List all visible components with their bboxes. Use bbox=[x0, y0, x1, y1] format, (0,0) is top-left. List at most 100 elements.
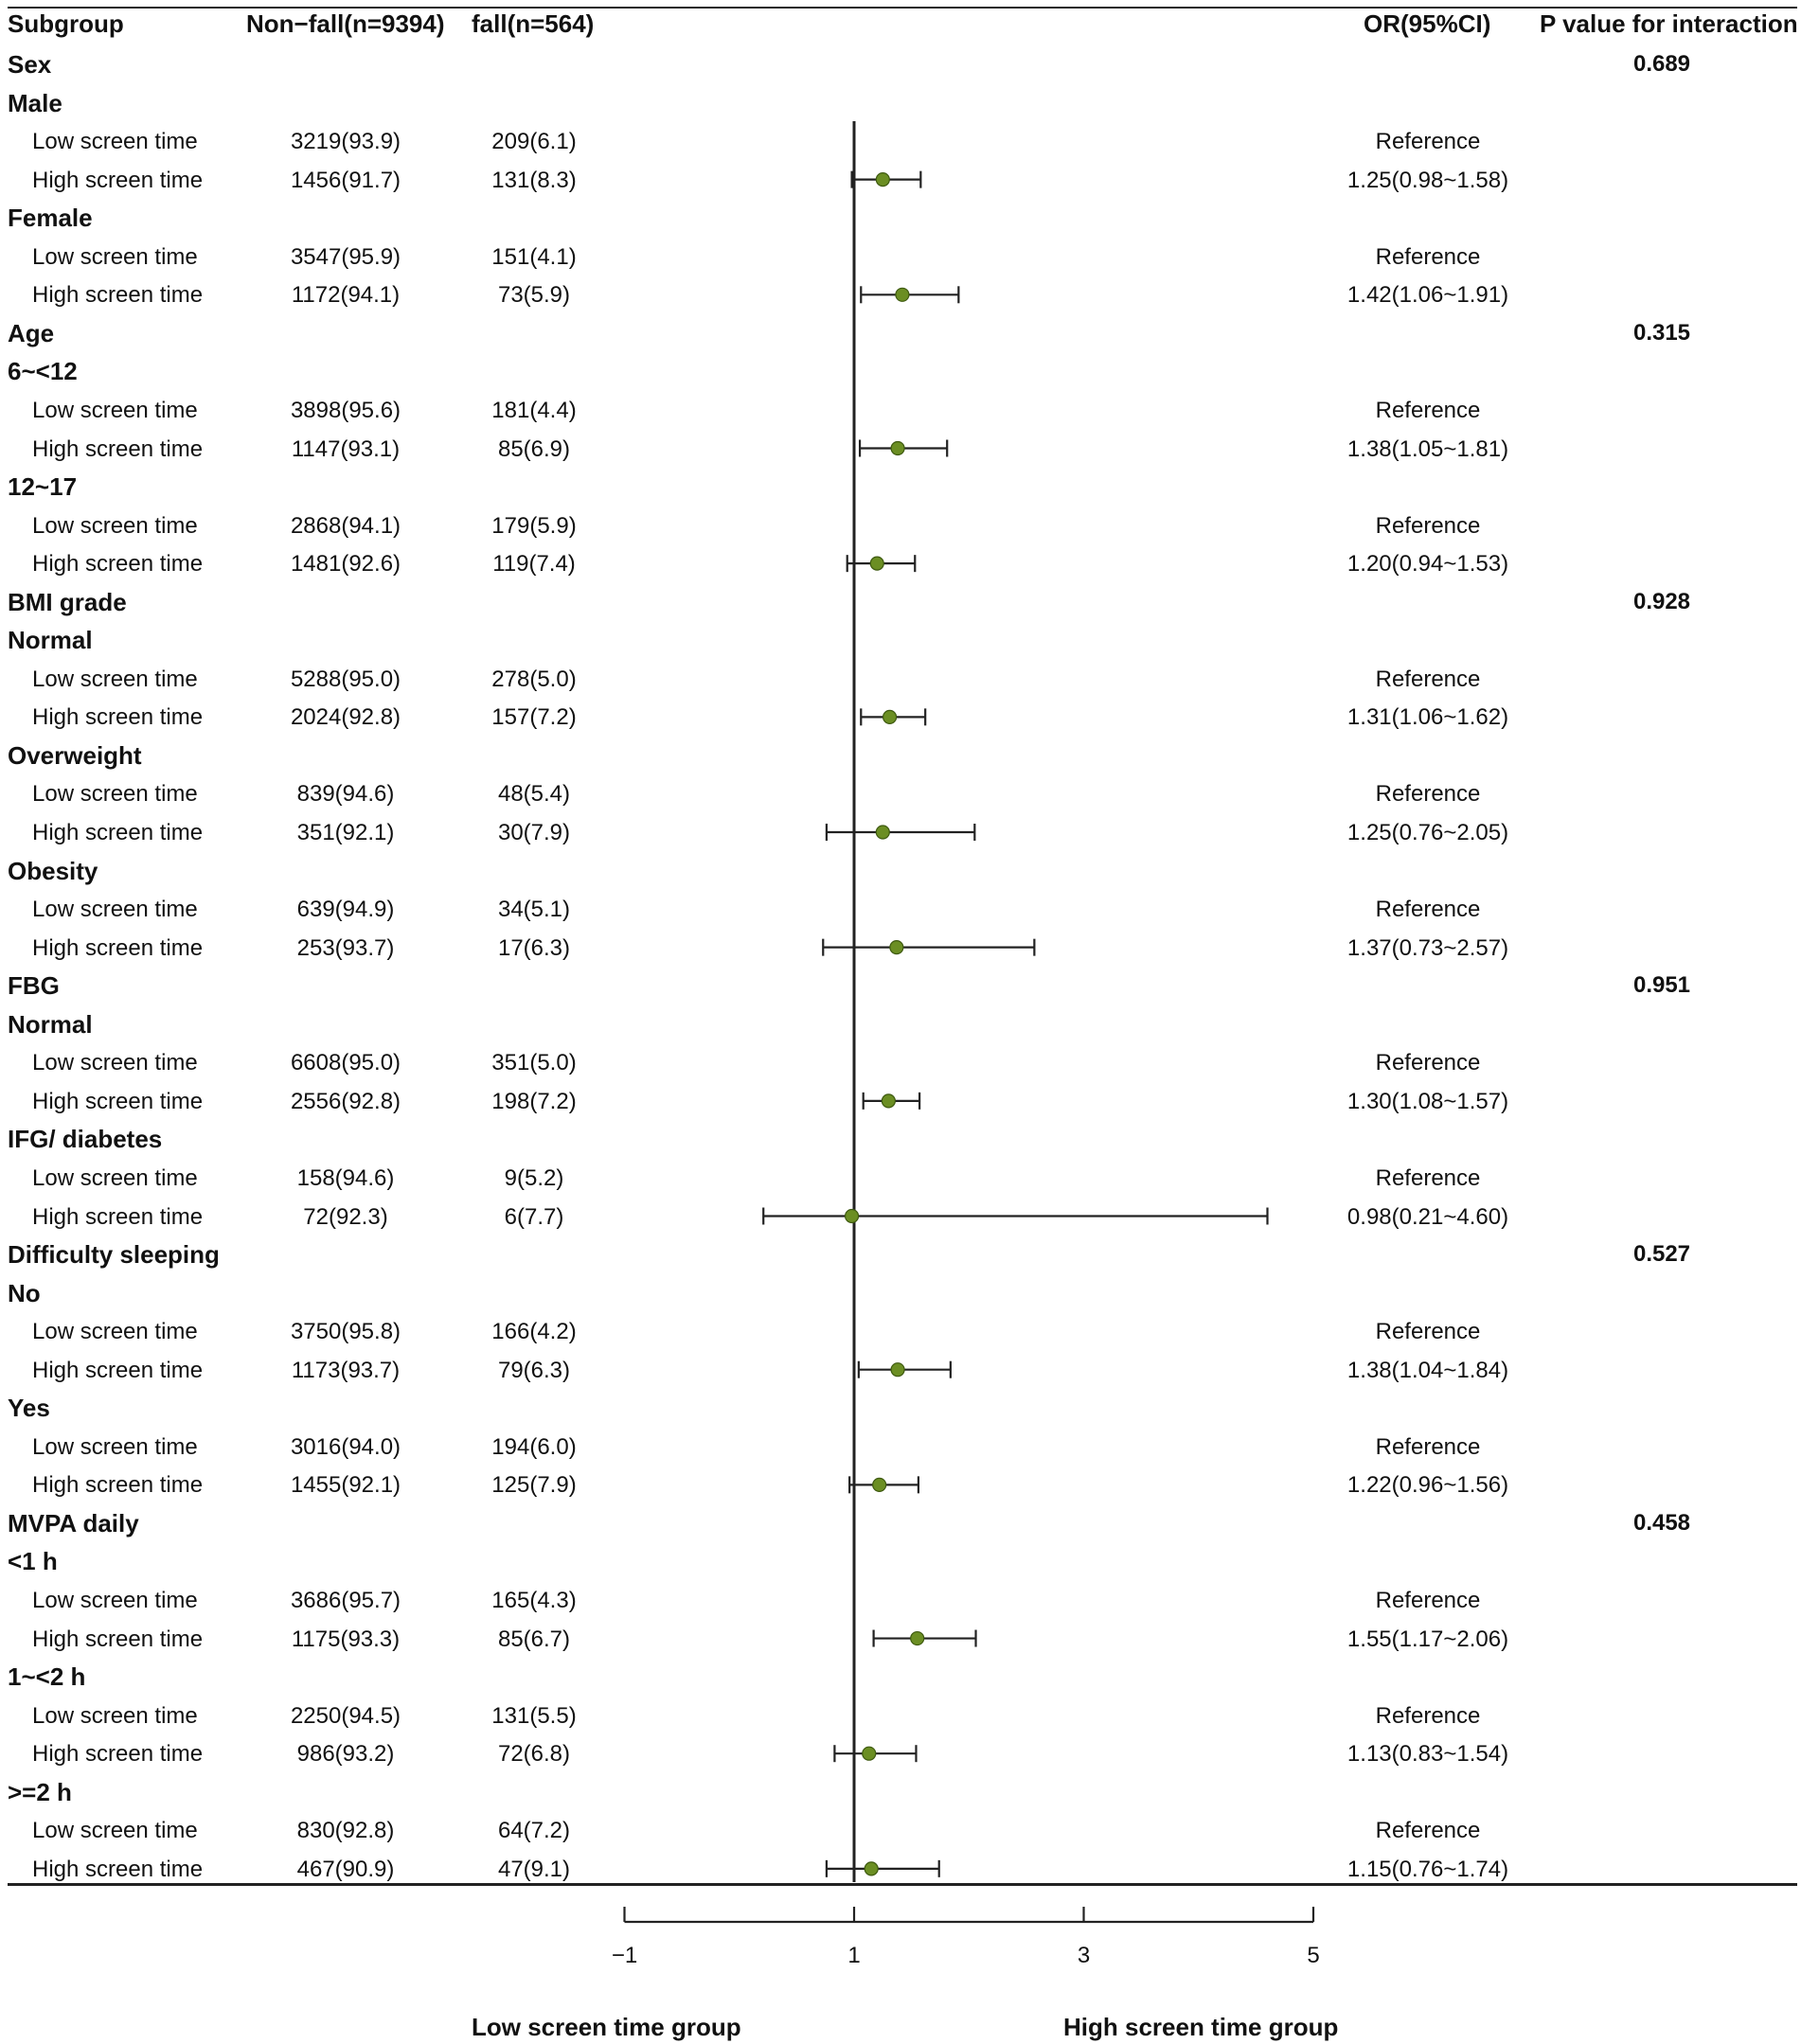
level-label: High screen time bbox=[32, 435, 204, 462]
or-ci-text: Reference bbox=[1375, 897, 1481, 923]
nonfall-count: 1172(94.1) bbox=[291, 282, 401, 309]
fall-count: 119(7.4) bbox=[492, 551, 576, 578]
nonfall-count: 986(93.2) bbox=[296, 1741, 395, 1768]
point-estimate bbox=[882, 709, 898, 724]
subgroup-label: Obesity bbox=[8, 856, 98, 885]
footer-high-label: High screen time group bbox=[1063, 2013, 1339, 2041]
level-label: Low screen time bbox=[32, 781, 198, 808]
fall-count: 125(7.9) bbox=[491, 1472, 577, 1499]
point-estimate bbox=[844, 1208, 860, 1224]
or-ci-text: Reference bbox=[1375, 512, 1481, 539]
x-tick-label: 5 bbox=[1307, 1943, 1319, 1968]
subgroup-label: Normal bbox=[8, 1009, 93, 1039]
level-label: Low screen time bbox=[32, 1702, 198, 1729]
level-label: High screen time bbox=[32, 1088, 204, 1114]
p-interaction-value: 0.951 bbox=[1632, 972, 1691, 999]
header-fall: fall(n=564) bbox=[472, 9, 595, 38]
fall-count: 131(5.5) bbox=[491, 1702, 577, 1729]
nonfall-count: 253(93.7) bbox=[296, 934, 395, 961]
nonfall-count: 72(92.3) bbox=[303, 1203, 388, 1230]
subgroup-label: Yes bbox=[8, 1394, 50, 1423]
or-ci-text: 1.20(0.94~1.53) bbox=[1346, 551, 1509, 578]
level-label: High screen time bbox=[32, 1626, 204, 1652]
point-estimate bbox=[889, 940, 904, 955]
fall-count: 194(6.0) bbox=[491, 1433, 577, 1460]
subgroup-label: 6~<12 bbox=[8, 357, 78, 386]
nonfall-count: 830(92.8) bbox=[296, 1818, 395, 1844]
x-tick-label: 1 bbox=[847, 1943, 860, 1968]
or-ci-text: 1.42(1.06~1.91) bbox=[1346, 282, 1509, 309]
or-ci-text: 1.31(1.06~1.62) bbox=[1346, 704, 1509, 731]
or-ci-text: Reference bbox=[1375, 1433, 1481, 1460]
level-label: Low screen time bbox=[32, 1050, 198, 1076]
group-label: Sex bbox=[8, 50, 52, 79]
header-nonfall: Non−fall(n=9394) bbox=[246, 9, 445, 38]
group-label: Difficulty sleeping bbox=[8, 1240, 220, 1270]
nonfall-count: 1147(93.1) bbox=[291, 435, 401, 462]
subgroup-label: 1~<2 h bbox=[8, 1662, 86, 1692]
level-label: High screen time bbox=[32, 167, 204, 193]
or-ci-text: Reference bbox=[1375, 1588, 1481, 1613]
header-subgroup: Subgroup bbox=[8, 9, 124, 38]
subgroup-label: IFG/ diabetes bbox=[8, 1125, 163, 1154]
nonfall-count: 639(94.9) bbox=[296, 897, 395, 923]
level-label: High screen time bbox=[32, 1472, 204, 1499]
nonfall-count: 3750(95.8) bbox=[290, 1319, 401, 1345]
level-label: Low screen time bbox=[32, 1818, 198, 1844]
nonfall-count: 467(90.9) bbox=[296, 1856, 395, 1882]
fall-count: 34(5.1) bbox=[497, 897, 571, 923]
fall-count: 151(4.1) bbox=[491, 243, 577, 270]
level-label: High screen time bbox=[32, 934, 204, 961]
nonfall-count: 1481(92.6) bbox=[290, 551, 401, 578]
subgroup-label: Overweight bbox=[8, 740, 142, 770]
group-label: Age bbox=[8, 318, 55, 347]
level-label: Low screen time bbox=[32, 397, 198, 423]
x-tick-label: −1 bbox=[612, 1943, 637, 1968]
nonfall-count: 1175(93.3) bbox=[291, 1626, 401, 1652]
group-label: BMI grade bbox=[8, 587, 127, 616]
p-interaction-value: 0.458 bbox=[1632, 1509, 1691, 1536]
fall-count: 165(4.3) bbox=[491, 1588, 577, 1613]
or-ci-text: 1.22(0.96~1.56) bbox=[1346, 1472, 1509, 1499]
point-estimate bbox=[881, 1093, 896, 1109]
nonfall-count: 1173(93.7) bbox=[291, 1357, 401, 1383]
point-estimate bbox=[864, 1861, 879, 1876]
or-ci-text: 1.15(0.76~1.74) bbox=[1346, 1856, 1509, 1882]
bottom-rule bbox=[8, 1883, 1797, 1886]
level-label: Low screen time bbox=[32, 897, 198, 923]
fall-count: 181(4.4) bbox=[491, 397, 577, 423]
fall-count: 17(6.3) bbox=[497, 934, 571, 961]
nonfall-count: 6608(95.0) bbox=[290, 1050, 401, 1076]
top-rule bbox=[8, 7, 1797, 9]
fall-count: 278(5.0) bbox=[491, 666, 577, 692]
or-ci-text: Reference bbox=[1375, 397, 1481, 423]
or-ci-text: 1.55(1.17~2.06) bbox=[1346, 1626, 1509, 1652]
level-label: High screen time bbox=[32, 704, 204, 731]
footer-low-label: Low screen time group bbox=[472, 2013, 741, 2041]
fall-count: 47(9.1) bbox=[497, 1856, 571, 1882]
fall-count: 9(5.2) bbox=[504, 1164, 564, 1191]
p-interaction-value: 0.527 bbox=[1632, 1241, 1691, 1268]
point-estimate bbox=[890, 1362, 905, 1377]
level-label: Low screen time bbox=[32, 512, 198, 539]
level-label: Low screen time bbox=[32, 1319, 198, 1345]
nonfall-count: 3547(95.9) bbox=[290, 243, 401, 270]
level-label: High screen time bbox=[32, 1856, 204, 1882]
group-label: FBG bbox=[8, 971, 60, 1001]
nonfall-count: 2556(92.8) bbox=[290, 1088, 401, 1114]
or-ci-text: Reference bbox=[1375, 1702, 1481, 1729]
subgroup-label: Normal bbox=[8, 626, 93, 655]
point-estimate bbox=[875, 825, 890, 840]
nonfall-count: 158(94.6) bbox=[296, 1164, 395, 1191]
nonfall-count: 2868(94.1) bbox=[290, 512, 401, 539]
fall-count: 85(6.7) bbox=[497, 1626, 571, 1652]
level-label: Low screen time bbox=[32, 666, 198, 692]
level-label: Low screen time bbox=[32, 129, 198, 155]
or-ci-text: 1.30(1.08~1.57) bbox=[1346, 1088, 1509, 1114]
level-label: High screen time bbox=[32, 282, 204, 309]
nonfall-count: 1455(92.1) bbox=[290, 1472, 401, 1499]
fall-count: 6(7.7) bbox=[504, 1203, 564, 1230]
or-ci-text: Reference bbox=[1375, 781, 1481, 808]
level-label: Low screen time bbox=[32, 1433, 198, 1460]
